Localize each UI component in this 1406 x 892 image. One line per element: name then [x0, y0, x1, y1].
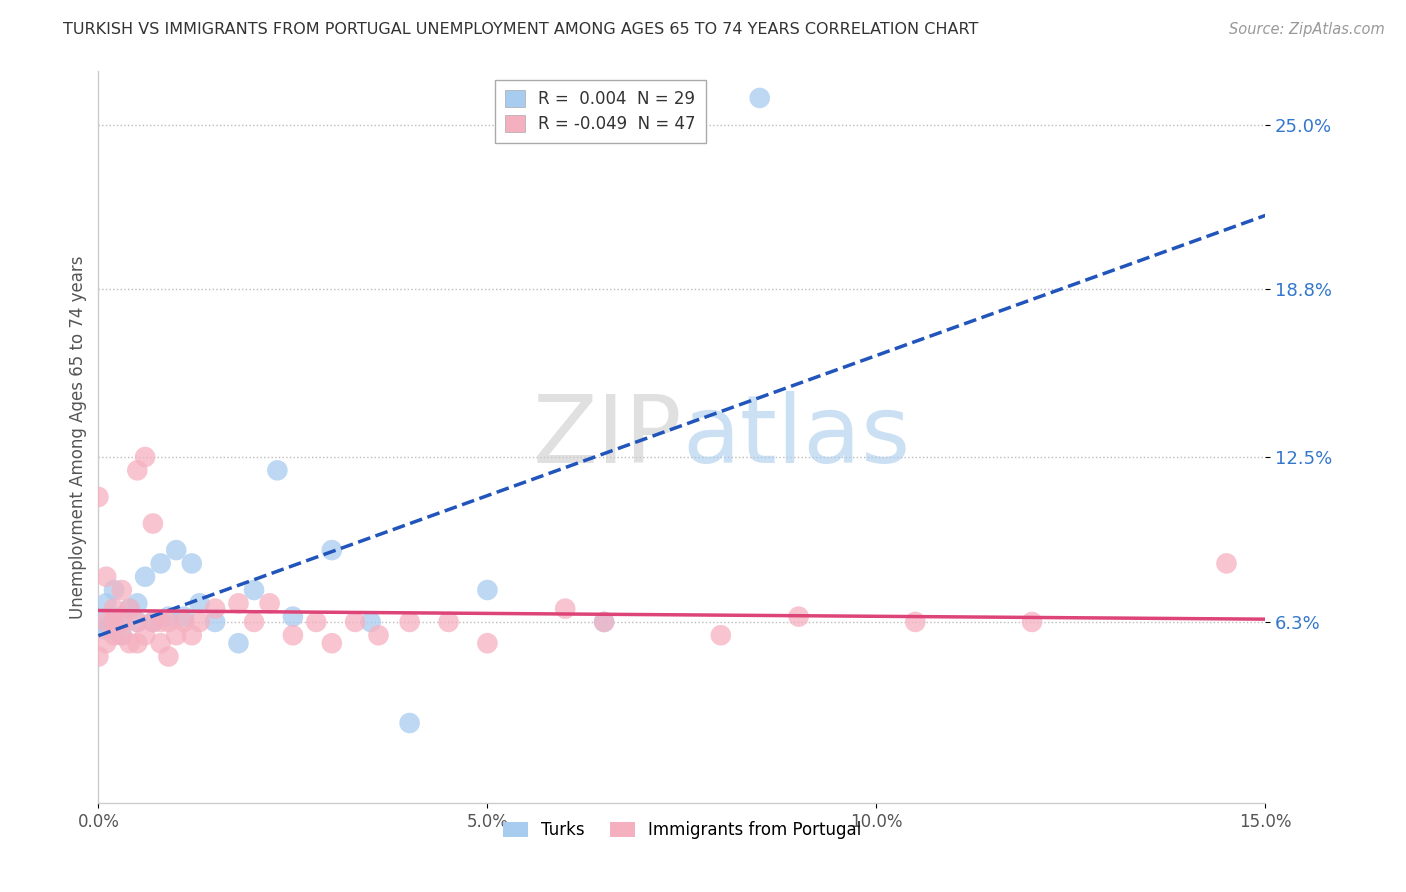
- Point: [259, 596, 281, 610]
- Point: [96, 570, 118, 584]
- Point: [149, 636, 172, 650]
- Point: [165, 628, 187, 642]
- Point: [157, 615, 180, 629]
- Point: [787, 609, 810, 624]
- Point: [111, 609, 134, 624]
- Point: [1021, 615, 1043, 629]
- Point: [111, 582, 134, 597]
- Point: [157, 609, 180, 624]
- Point: [103, 582, 125, 597]
- Point: [96, 615, 118, 629]
- Point: [111, 628, 134, 642]
- Point: [243, 615, 266, 629]
- Point: [173, 615, 195, 629]
- Point: [142, 615, 165, 629]
- Point: [173, 609, 195, 624]
- Point: [904, 615, 927, 629]
- Point: [118, 601, 141, 615]
- Point: [96, 636, 118, 650]
- Point: [367, 628, 389, 642]
- Point: [321, 636, 343, 650]
- Point: [118, 601, 141, 615]
- Point: [180, 628, 202, 642]
- Point: [228, 596, 250, 610]
- Point: [103, 615, 125, 629]
- Text: ZIP: ZIP: [533, 391, 682, 483]
- Point: [96, 623, 118, 637]
- Point: [103, 601, 125, 615]
- Point: [243, 582, 266, 597]
- Point: [111, 615, 134, 629]
- Point: [127, 636, 149, 650]
- Point: [593, 615, 616, 629]
- Point: [554, 601, 576, 615]
- Point: [204, 615, 226, 629]
- Point: [127, 463, 149, 477]
- Point: [142, 516, 165, 531]
- Point: [188, 615, 211, 629]
- Point: [281, 628, 304, 642]
- Point: [127, 596, 149, 610]
- Point: [87, 490, 110, 504]
- Point: [127, 615, 149, 629]
- Point: [305, 615, 328, 629]
- Point: [344, 615, 367, 629]
- Point: [360, 615, 382, 629]
- Point: [204, 601, 226, 615]
- Point: [103, 615, 125, 629]
- Point: [142, 615, 165, 629]
- Point: [134, 570, 156, 584]
- Point: [103, 628, 125, 642]
- Point: [118, 636, 141, 650]
- Text: Source: ZipAtlas.com: Source: ZipAtlas.com: [1229, 22, 1385, 37]
- Point: [127, 615, 149, 629]
- Text: TURKISH VS IMMIGRANTS FROM PORTUGAL UNEMPLOYMENT AMONG AGES 65 TO 74 YEARS CORRE: TURKISH VS IMMIGRANTS FROM PORTUGAL UNEM…: [63, 22, 979, 37]
- Point: [398, 615, 420, 629]
- Point: [437, 615, 460, 629]
- Point: [134, 450, 156, 464]
- Point: [134, 628, 156, 642]
- Point: [87, 615, 110, 629]
- Legend: Turks, Immigrants from Portugal: Turks, Immigrants from Portugal: [496, 814, 868, 846]
- Text: atlas: atlas: [682, 391, 910, 483]
- Point: [87, 649, 110, 664]
- Point: [1215, 557, 1237, 571]
- Point: [748, 91, 770, 105]
- Point: [266, 463, 288, 477]
- Point: [149, 615, 172, 629]
- Y-axis label: Unemployment Among Ages 65 to 74 years: Unemployment Among Ages 65 to 74 years: [69, 255, 87, 619]
- Point: [188, 596, 211, 610]
- Point: [710, 628, 733, 642]
- Point: [321, 543, 343, 558]
- Point: [281, 609, 304, 624]
- Point: [593, 615, 616, 629]
- Point: [180, 557, 202, 571]
- Point: [477, 636, 499, 650]
- Point: [477, 582, 499, 597]
- Point: [398, 716, 420, 731]
- Point: [165, 543, 187, 558]
- Point: [111, 628, 134, 642]
- Point: [228, 636, 250, 650]
- Point: [96, 596, 118, 610]
- Point: [149, 557, 172, 571]
- Point: [157, 649, 180, 664]
